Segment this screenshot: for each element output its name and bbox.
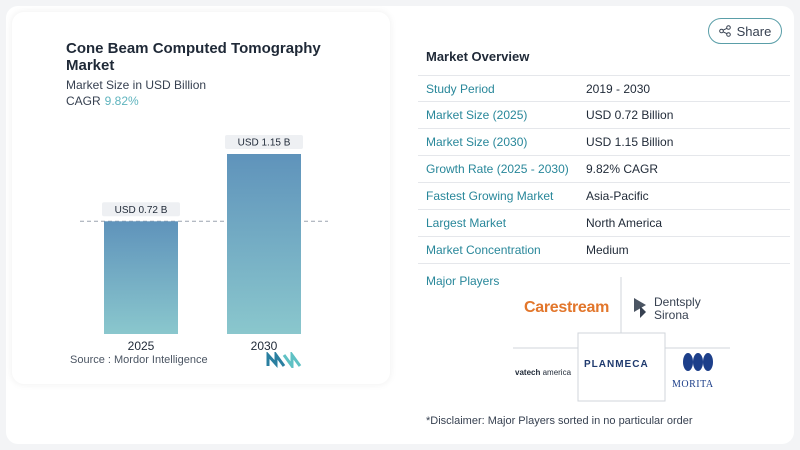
vatech-name: vatech [515, 368, 541, 377]
vatech-logo: vatech america [515, 368, 571, 377]
chart-title: Cone Beam Computed Tomography Market [66, 40, 321, 74]
overview-label: Largest Market [426, 216, 507, 230]
mordor-logo-icon [266, 352, 302, 368]
chart-subtitle: Market Size in USD Billion [66, 78, 207, 92]
bar-chart: USD 0.72 B 2025 USD 1.15 B 2030 [80, 135, 328, 353]
bar-2025 [104, 221, 178, 334]
overview-value: North America [586, 216, 663, 230]
disclaimer-text: *Disclaimer: Major Players sorted in no … [426, 415, 693, 427]
overview-label: Fastest Growing Market [426, 189, 554, 203]
overview-table: Study Period 2019 - 2030 Market Size (202… [418, 75, 790, 264]
overview-value: Asia-Pacific [586, 189, 649, 203]
dentsply-logo-icon [634, 298, 646, 312]
overview-value: 2019 - 2030 [586, 81, 651, 96]
overview-value: 9.82% CAGR [586, 162, 659, 176]
vatech-suffix: america [540, 368, 572, 377]
chart-cagr: CAGR 9.82% [66, 94, 139, 108]
overview-row: Market Size (2030) USD 1.15 Billion [418, 129, 790, 156]
chart-card [12, 12, 390, 384]
overview-label: Study Period [426, 81, 495, 96]
overview-row: Fastest Growing Market Asia-Pacific [418, 183, 790, 210]
overview-value: USD 0.72 Billion [586, 108, 674, 122]
source-text: Source : Mordor Intelligence [70, 354, 208, 366]
overview-row: Growth Rate (2025 - 2030) 9.82% CAGR [418, 156, 790, 183]
overview-label: Market Concentration [426, 243, 541, 257]
share-label: Share [736, 23, 772, 39]
overview-row: Market Concentration Medium [418, 237, 790, 264]
overview-value: Medium [586, 243, 629, 257]
cagr-label: CAGR [66, 94, 101, 108]
overview-value: USD 1.15 Billion [586, 135, 674, 149]
overview-title: Market Overview [426, 49, 530, 64]
overview-label: Market Size (2030) [426, 135, 528, 149]
cagr-value: 9.82% [104, 94, 139, 108]
morita-logo-icon [683, 353, 713, 371]
overview-label: Growth Rate (2025 - 2030) [426, 162, 569, 176]
dentsply-sirona-logo: Dentsply Sirona [654, 296, 701, 322]
x-tick-label: 2025 [128, 339, 155, 353]
overview-label: Market Size (2025) [426, 108, 528, 122]
major-players-title: Major Players [426, 274, 500, 288]
morita-logo: MORITA [672, 379, 714, 390]
data-label-2030: USD 1.15 B [238, 138, 291, 149]
overview-row: Market Size (2025) USD 0.72 Billion [418, 102, 790, 129]
overview-row: Largest Market North America [418, 210, 790, 237]
x-tick-label: 2030 [251, 339, 278, 353]
carestream-logo: Carestream [524, 299, 610, 316]
data-label-bg [225, 135, 303, 149]
data-label-2025: USD 0.72 B [115, 205, 168, 216]
bar-2030 [227, 154, 301, 334]
overview-row: Study Period 2019 - 2030 [418, 75, 790, 102]
planmeca-logo: PLANMECA [584, 359, 649, 370]
dentsply-line-2: Sirona [654, 308, 689, 322]
share-button[interactable]: Share [708, 18, 782, 44]
share-icon [718, 25, 731, 37]
dentsply-line-1: Dentsply [654, 295, 701, 309]
data-label-bg [102, 202, 180, 217]
